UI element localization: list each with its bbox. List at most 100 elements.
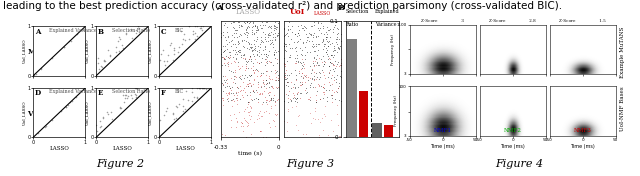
- Point: [266, 70, 276, 73]
- Point: [333, 85, 344, 88]
- Point: [250, 49, 260, 52]
- Point: [262, 62, 272, 64]
- Point: [60, 105, 70, 108]
- Point: [239, 109, 249, 112]
- Point: [272, 34, 282, 36]
- Point: [216, 36, 226, 39]
- Point: [239, 33, 250, 35]
- Point: [223, 63, 233, 65]
- Point: [294, 29, 304, 32]
- Point: [269, 57, 280, 60]
- Point: [260, 37, 270, 40]
- Point: [189, 96, 199, 99]
- Point: [258, 49, 268, 52]
- Point: [191, 87, 202, 89]
- Point: [225, 56, 235, 59]
- Point: [328, 44, 339, 47]
- Point: [257, 115, 267, 118]
- Point: [77, 28, 88, 31]
- Point: [280, 76, 291, 78]
- Point: [324, 57, 335, 60]
- Point: [327, 96, 337, 99]
- Point: [266, 96, 276, 99]
- Point: [308, 23, 319, 26]
- Point: [252, 117, 262, 120]
- Point: [313, 27, 323, 30]
- Point: [291, 123, 301, 126]
- Point: [179, 110, 189, 113]
- Point: [279, 44, 289, 47]
- Point: [220, 74, 230, 77]
- Point: [315, 121, 325, 124]
- Point: [312, 101, 322, 104]
- Point: [248, 89, 259, 92]
- Point: [243, 46, 253, 49]
- Point: [253, 49, 264, 52]
- Point: [287, 46, 298, 49]
- Point: [131, 29, 141, 32]
- Point: [220, 58, 230, 61]
- Point: [261, 52, 271, 55]
- Point: [272, 136, 282, 139]
- Point: [79, 89, 89, 92]
- Point: [260, 23, 271, 26]
- Point: [239, 73, 250, 76]
- Point: [255, 74, 266, 77]
- Point: [314, 78, 324, 81]
- Point: [223, 100, 234, 103]
- Point: [243, 66, 253, 69]
- Text: Z-Score                   3: Z-Score 3: [421, 19, 464, 23]
- Point: [294, 92, 305, 95]
- Point: [264, 31, 275, 34]
- Point: [285, 87, 296, 90]
- Point: [95, 124, 106, 127]
- Point: [311, 36, 321, 39]
- Point: [332, 33, 342, 35]
- Point: [216, 132, 227, 135]
- Point: [232, 94, 242, 97]
- Point: [290, 33, 300, 35]
- Point: [256, 73, 266, 76]
- Point: [332, 103, 342, 106]
- Point: [333, 28, 344, 31]
- Point: [252, 60, 262, 63]
- Point: [218, 81, 228, 84]
- Point: [332, 27, 342, 30]
- Point: [227, 99, 237, 102]
- Y-axis label: UoI_LASSO: UoI_LASSO: [85, 100, 89, 125]
- Point: [225, 53, 235, 56]
- Point: [241, 124, 252, 127]
- Point: [245, 21, 255, 24]
- Point: [234, 67, 244, 70]
- Point: [323, 76, 333, 78]
- Point: [248, 78, 259, 81]
- Point: [131, 87, 141, 89]
- Point: [326, 42, 337, 45]
- Point: [305, 65, 316, 68]
- Point: [238, 130, 248, 133]
- Point: [256, 85, 266, 88]
- Point: [292, 41, 303, 43]
- Point: [330, 23, 340, 26]
- Point: [192, 35, 202, 38]
- Point: [243, 101, 253, 104]
- Point: [184, 25, 194, 28]
- Point: [257, 80, 268, 83]
- Point: [321, 30, 331, 33]
- Point: [241, 30, 252, 33]
- Point: [260, 48, 270, 50]
- Point: [218, 103, 228, 106]
- Point: [310, 107, 320, 110]
- Point: [241, 66, 251, 69]
- Point: [239, 87, 250, 90]
- Point: [283, 24, 293, 27]
- Point: [239, 57, 250, 60]
- Point: [269, 29, 279, 32]
- Point: [248, 68, 258, 71]
- Point: [240, 68, 250, 71]
- Point: [111, 45, 121, 48]
- Point: [271, 79, 282, 82]
- Point: [255, 36, 266, 39]
- Point: [259, 85, 269, 88]
- Point: [250, 23, 260, 26]
